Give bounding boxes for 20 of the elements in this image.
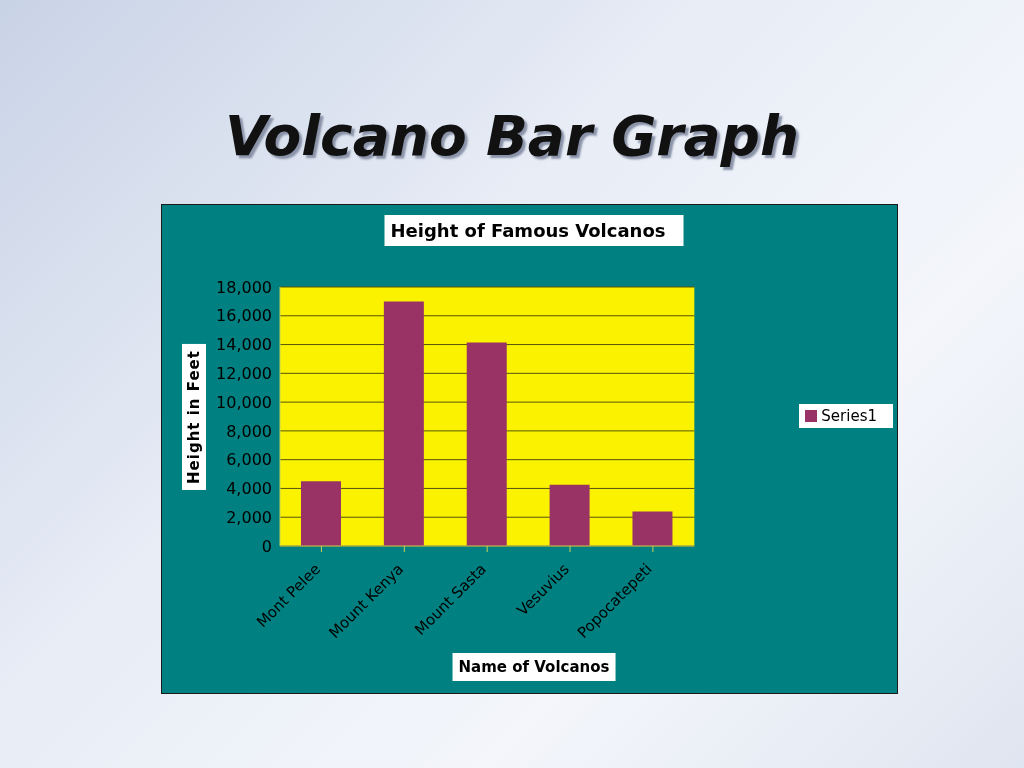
bar xyxy=(466,342,507,546)
bar xyxy=(383,301,424,546)
y-tick-label: 8,000 xyxy=(226,421,272,441)
y-tick-label: 14,000 xyxy=(216,335,272,355)
y-tick-label: 2,000 xyxy=(226,507,272,527)
bar xyxy=(549,484,590,546)
y-axis-title: Height in Feet xyxy=(182,343,206,490)
y-tick-label: 10,000 xyxy=(216,392,272,412)
y-tick-label: 4,000 xyxy=(226,479,272,499)
bar xyxy=(301,481,341,546)
y-tick-label: 12,000 xyxy=(216,364,272,384)
legend-label: Series1 xyxy=(821,406,877,425)
y-tick-label: 6,000 xyxy=(226,450,272,470)
x-axis-title: Name of Volcanos xyxy=(452,653,616,681)
chart-subtitle: Height of Famous Volcanos xyxy=(384,215,684,246)
y-tick-label: 18,000 xyxy=(216,277,272,297)
y-tick-label: 0 xyxy=(261,536,272,556)
chart-title: Volcano Bar Graph xyxy=(223,104,801,168)
bar xyxy=(632,511,673,546)
y-tick-label: 16,000 xyxy=(216,306,272,326)
